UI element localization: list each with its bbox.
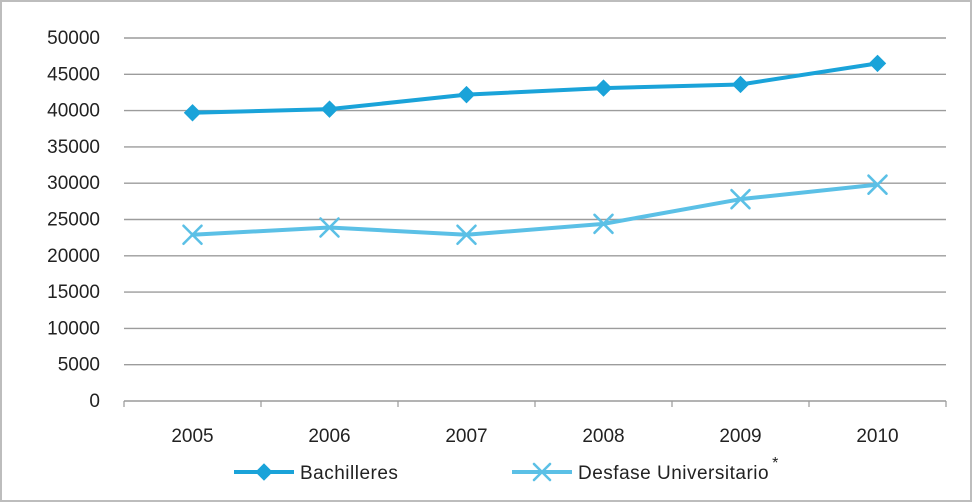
y-tick-label-15000: 15000 [47, 282, 100, 303]
legend-marker-2 [532, 462, 552, 482]
series-1-point-2010 [868, 54, 887, 73]
series-2-point-2009 [730, 188, 751, 210]
y-tick-label-10000: 10000 [47, 318, 100, 339]
series-2-point-2008 [593, 213, 614, 235]
y-tick-label-45000: 45000 [47, 64, 100, 85]
y-tick-label-50000: 50000 [47, 28, 100, 49]
series-line-2 [190, 182, 880, 237]
legend-label-2: Desfase Universitario [578, 463, 769, 484]
x-tick-label-2009: 2009 [719, 426, 761, 447]
y-tick-label-40000: 40000 [47, 101, 100, 122]
legend-note-asterisk: * [772, 455, 778, 472]
series-1-point-2006 [320, 100, 339, 118]
x-tick-label-2006: 2006 [308, 426, 350, 447]
x-tick-label-2010: 2010 [856, 426, 898, 447]
series-2-point-2007 [456, 224, 477, 246]
y-tick-label-5000: 5000 [58, 355, 100, 376]
y-tick-label-0: 0 [89, 391, 100, 412]
x-tick-label-2005: 2005 [171, 426, 213, 447]
series-1-point-2007 [457, 85, 476, 104]
y-tick-label-25000: 25000 [47, 210, 100, 231]
series-1-point-2005 [183, 104, 202, 122]
series-1-point-2009 [731, 75, 750, 94]
series-2-point-2005 [182, 224, 203, 246]
x-tick-label-2008: 2008 [582, 426, 624, 447]
legend-marker-1 [255, 463, 273, 481]
series-line-1 [190, 61, 880, 115]
x-tick-label-2007: 2007 [445, 426, 487, 447]
legend-label-1: Bachilleres [300, 463, 398, 484]
y-tick-label-35000: 35000 [47, 137, 100, 158]
series-1-point-2008 [594, 79, 613, 97]
y-tick-label-30000: 30000 [47, 173, 100, 194]
y-tick-label-20000: 20000 [47, 246, 100, 267]
series-2-point-2006 [319, 217, 340, 238]
series-2-point-2010 [867, 174, 888, 195]
